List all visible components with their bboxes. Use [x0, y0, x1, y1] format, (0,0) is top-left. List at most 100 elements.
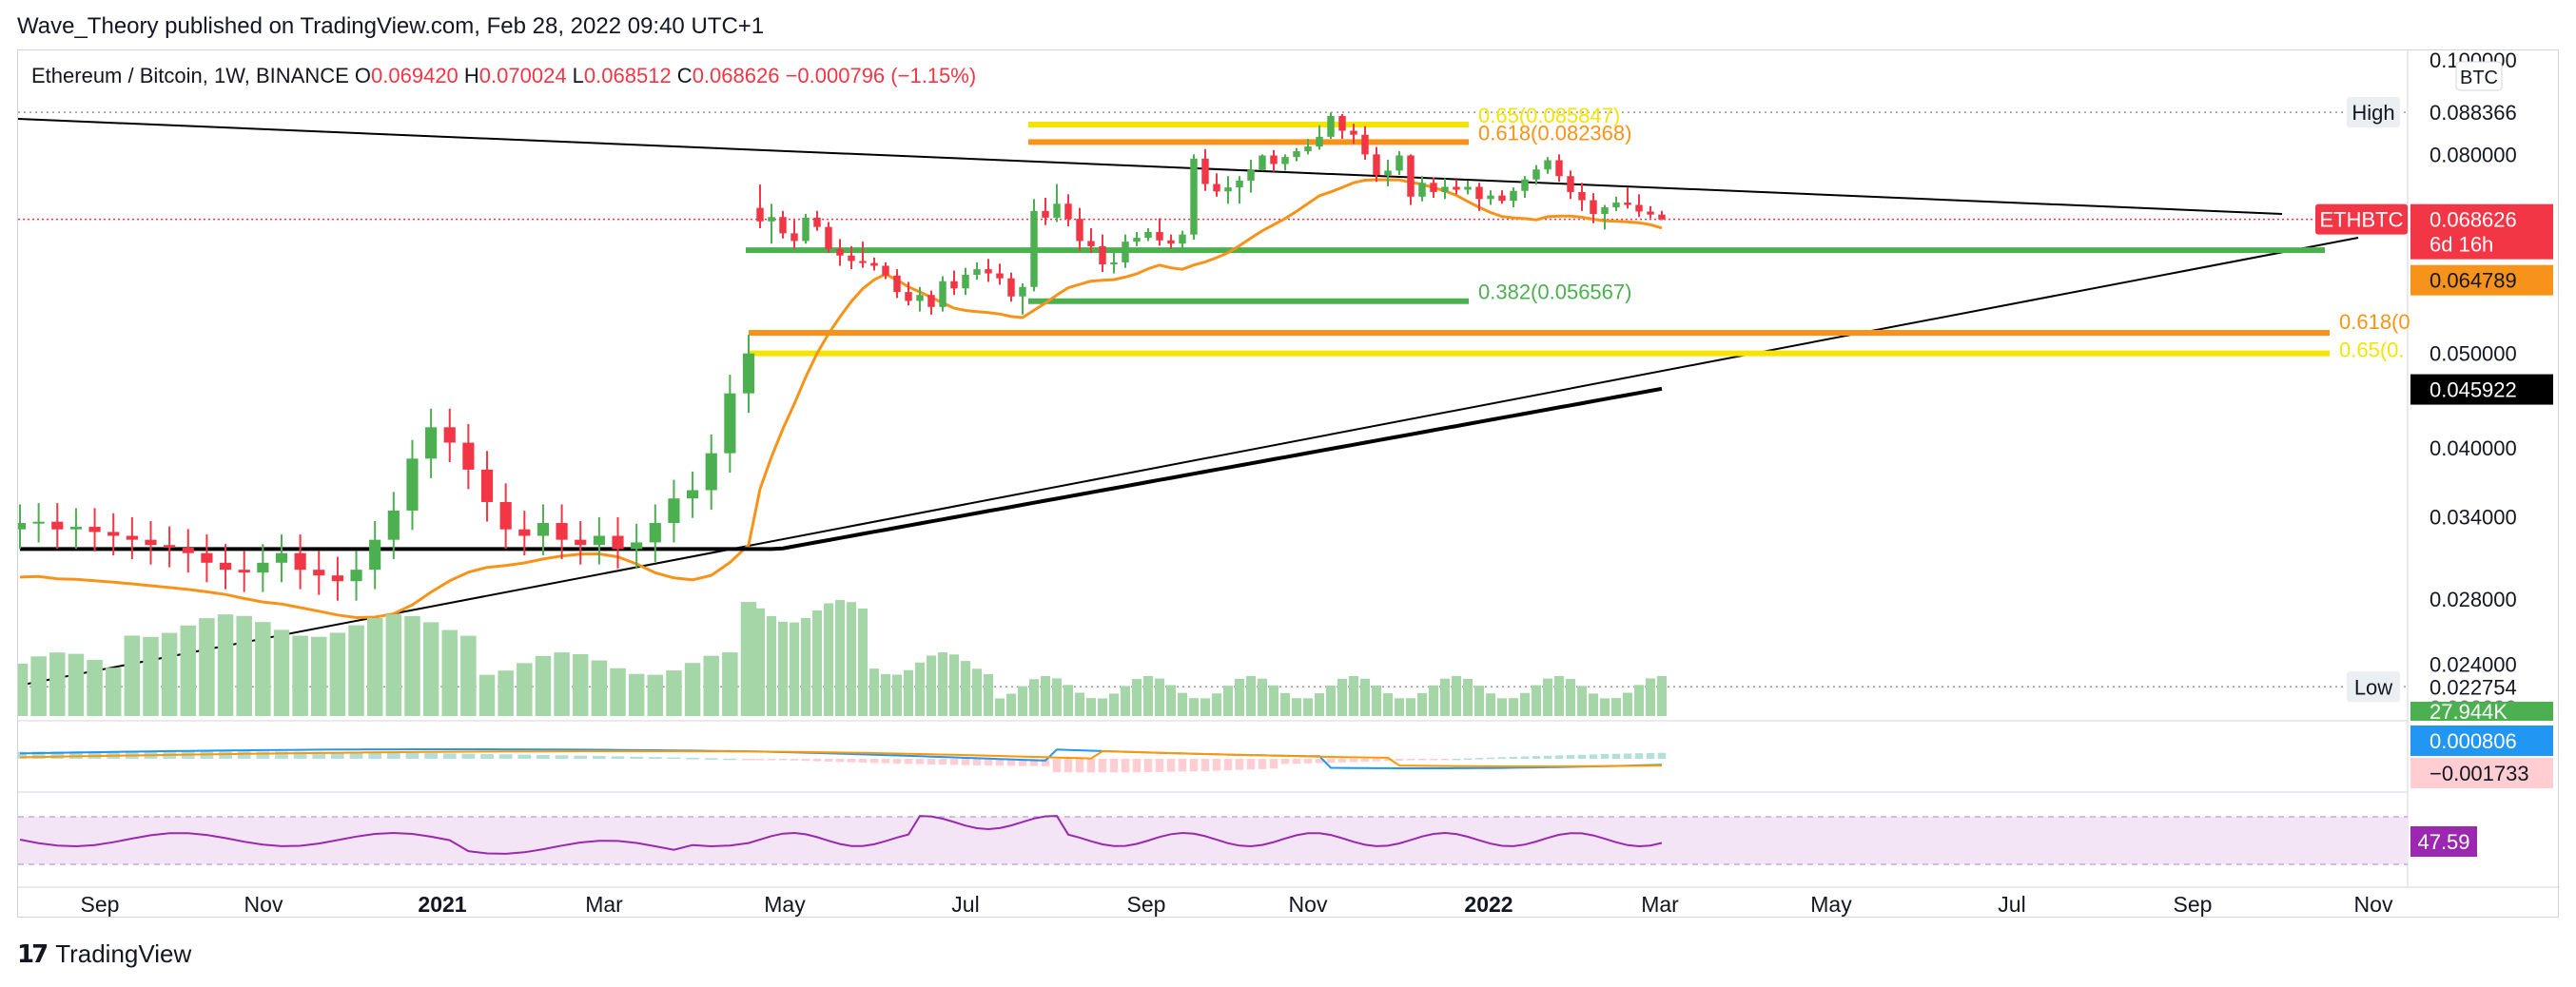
candle-body	[556, 523, 568, 540]
macd-histogram-bar	[927, 759, 936, 764]
macd-histogram-bar	[574, 755, 588, 759]
macd-histogram-bar	[1018, 759, 1027, 766]
candle-body	[1144, 232, 1152, 239]
candle-body	[1453, 186, 1460, 190]
macd-histogram-bar	[1166, 759, 1176, 772]
volume-bar	[1040, 676, 1051, 716]
macd-histogram-bar	[1566, 755, 1575, 759]
fib-level-label: 0.618(0.082368)	[1478, 121, 1631, 145]
macd-histogram-bar	[88, 751, 102, 759]
candle-body	[724, 393, 736, 454]
volume-bar	[1245, 676, 1257, 716]
candle-body	[1487, 195, 1494, 200]
currency-badge-label: BTC	[2460, 68, 2498, 88]
volume-bar	[1291, 698, 1302, 716]
candle-body	[593, 535, 605, 546]
candle-body	[294, 552, 306, 571]
chart-frame[interactable]: Ethereum / Bitcoin, 1W, BINANCE O0.06942…	[17, 49, 2560, 919]
macd-histogram-bar	[904, 759, 913, 764]
macd-histogram-bar	[1349, 759, 1358, 763]
macd-histogram-bar	[275, 751, 288, 759]
volume-bar	[1051, 678, 1063, 716]
volume-bar	[1542, 678, 1553, 716]
volume-bar	[1553, 676, 1565, 716]
volume-bar	[1473, 686, 1485, 716]
macd-histogram-bar	[1509, 756, 1518, 759]
macd-histogram-bar	[892, 759, 902, 764]
candle-body	[1053, 203, 1061, 218]
volume-bar	[124, 635, 141, 716]
candle-body	[1259, 155, 1266, 170]
currency-badge	[2455, 61, 2503, 91]
candle-body	[32, 521, 45, 524]
chart-svg[interactable]: Ethereum / Bitcoin, 1W, BINANCE O0.06942…	[18, 50, 2560, 919]
candle-body	[882, 265, 889, 276]
macd-histogram-bar	[1280, 759, 1290, 764]
volume-bar	[994, 698, 1005, 716]
candle-body	[480, 469, 494, 502]
volume-bar	[1359, 678, 1371, 716]
macd-histogram-bar	[1315, 759, 1324, 764]
macd-histogram-bar	[1497, 757, 1507, 759]
candle-body	[18, 523, 27, 530]
candle-body	[443, 427, 456, 443]
candle-body	[126, 535, 138, 540]
time-tick-label: Sep	[81, 892, 120, 917]
candle-body	[88, 527, 101, 532]
ohlc-legend-part: O	[355, 64, 371, 87]
volume-bar	[255, 622, 271, 716]
macd-histogram-bar	[742, 759, 755, 761]
macd-histogram-bar	[1463, 758, 1473, 761]
macd-histogram-bar	[961, 759, 970, 765]
volume-bar	[1428, 685, 1439, 716]
macd-histogram-bar	[1235, 759, 1244, 770]
candle-body	[1601, 207, 1609, 215]
candle-body	[1498, 195, 1506, 202]
candle-body	[1007, 278, 1015, 297]
macd-histogram-bar	[237, 751, 251, 759]
tradingview-brand: TradingView	[55, 939, 192, 968]
candle-body	[927, 295, 935, 307]
candle-body	[779, 217, 787, 234]
descending-trendline	[18, 118, 2283, 215]
candle-body	[962, 275, 969, 289]
ma-long-badge: 0.045922	[2430, 378, 2517, 402]
candle-body	[182, 548, 194, 553]
macd-histogram-bar	[667, 757, 681, 760]
volume-bar	[1645, 678, 1656, 716]
macd-histogram-bar	[686, 757, 699, 760]
volume-bar	[1382, 693, 1394, 716]
published-by-line: Wave_Theory published on TradingView.com…	[17, 13, 765, 39]
macd-histogram-bar	[1554, 755, 1564, 759]
macd-histogram-bar	[1155, 759, 1164, 772]
candle-body	[257, 562, 269, 573]
candle-body	[1510, 190, 1517, 202]
macd-histogram-bar	[1337, 759, 1347, 763]
candle-body	[1555, 160, 1563, 177]
macd-histogram-bar	[1395, 759, 1404, 761]
volume-bar	[348, 625, 364, 716]
ohlc-legend-part: 0.070024	[479, 64, 573, 87]
ma-long-badge-bg	[2410, 374, 2553, 405]
candle-body	[985, 269, 992, 274]
candle-body	[51, 521, 64, 530]
candle-body	[1190, 158, 1198, 235]
tradingview-footer[interactable]: 17 TradingView	[17, 939, 191, 969]
macd-histogram-bar	[1178, 759, 1187, 772]
macd-histogram-bar	[1589, 754, 1598, 759]
macd-histogram-bar	[517, 754, 532, 759]
candle-body	[825, 226, 832, 249]
macd-histogram-bar	[1486, 757, 1495, 760]
rsi-badge-bg	[2410, 826, 2477, 857]
volume-bar	[823, 603, 834, 716]
volume-bar	[777, 621, 789, 716]
macd-histogram-bar	[1052, 759, 1062, 773]
macd-histogram-bar	[442, 753, 457, 759]
time-tick-label: 2022	[1464, 892, 1512, 917]
macd-hist-badge-bg	[2410, 758, 2553, 788]
macd-histogram-bar	[847, 759, 856, 763]
volume-bar	[971, 668, 983, 716]
volume-bar	[385, 614, 402, 716]
volume-bar	[1314, 693, 1325, 716]
candle-body	[756, 207, 764, 222]
